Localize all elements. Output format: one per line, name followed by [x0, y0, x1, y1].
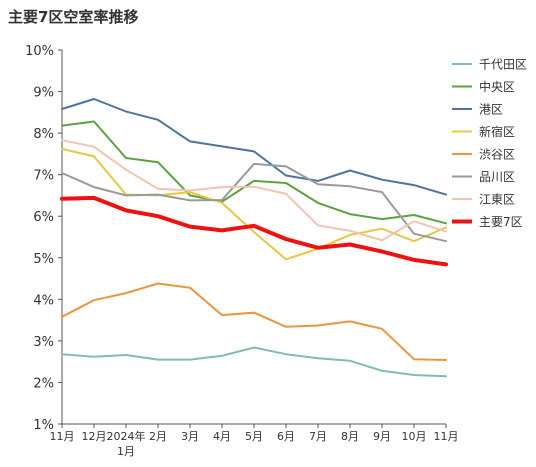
series-line-主要7区	[60, 195, 448, 267]
legend-label: 主要7区	[479, 215, 523, 229]
legend-label: 千代田区	[479, 58, 527, 72]
x-tick-label: 2024年 1月	[107, 429, 146, 458]
y-tick-label: 10%	[25, 44, 54, 59]
legend-label: 港区	[479, 103, 503, 117]
x-tick-label: 11月	[50, 430, 75, 443]
series-line-港区	[61, 98, 447, 196]
y-tick-label: 3%	[33, 335, 54, 350]
x-tick-label: 3月	[181, 430, 199, 443]
y-tick-label: 5%	[33, 252, 54, 267]
x-tick-label: 8月	[341, 430, 359, 443]
x-tick-label: 4月	[213, 430, 231, 443]
x-tick-label: 10月	[402, 430, 427, 443]
series-line-千代田区	[61, 346, 447, 378]
x-tick-label: 11月	[434, 430, 459, 443]
legend-label: 品川区	[479, 170, 515, 184]
y-tick-label: 8%	[33, 127, 54, 142]
x-tick-label: 7月	[309, 430, 327, 443]
x-tick-label: 9月	[373, 430, 391, 443]
y-tick-label: 4%	[33, 293, 54, 308]
x-tick-label: 2月	[149, 430, 167, 443]
series-line-中央区	[61, 120, 447, 225]
legend-label: 中央区	[479, 79, 515, 94]
y-tick-label: 2%	[33, 376, 54, 391]
y-tick-label: 9%	[33, 86, 54, 101]
x-tick-label: 6月	[277, 430, 295, 443]
x-tick-label: 5月	[245, 430, 263, 443]
legend-label: 江東区	[479, 193, 515, 207]
series-line-品川区	[61, 162, 447, 243]
y-tick-label: 7%	[33, 169, 54, 184]
legend-label: 新宿区	[479, 124, 515, 139]
series-line-渋谷区	[61, 282, 447, 361]
legend-label: 渋谷区	[479, 148, 515, 162]
y-tick-label: 1%	[33, 418, 54, 433]
y-tick-label: 6%	[33, 210, 54, 225]
chart-title: 主要7区空室率推移	[8, 8, 139, 26]
series-line-江東区	[61, 139, 447, 242]
x-tick-label: 12月	[82, 430, 107, 443]
